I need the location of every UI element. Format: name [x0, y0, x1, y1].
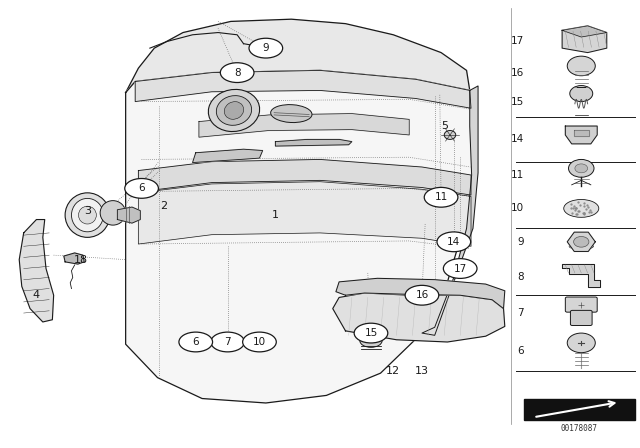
Text: 7: 7 [517, 308, 524, 318]
Text: 6: 6 [138, 183, 145, 194]
Text: 14: 14 [447, 237, 460, 247]
Ellipse shape [209, 90, 260, 132]
Ellipse shape [437, 232, 470, 252]
Text: 17: 17 [511, 36, 524, 47]
Ellipse shape [569, 243, 593, 250]
Polygon shape [524, 399, 636, 420]
Text: 18: 18 [74, 254, 88, 265]
Ellipse shape [72, 198, 103, 232]
Text: 13: 13 [415, 366, 429, 376]
Polygon shape [117, 207, 140, 223]
Ellipse shape [100, 201, 125, 225]
Text: 4: 4 [33, 290, 40, 300]
Text: 10: 10 [511, 203, 524, 213]
Ellipse shape [243, 332, 276, 352]
Ellipse shape [224, 102, 244, 119]
Text: 1: 1 [272, 210, 279, 220]
Polygon shape [336, 278, 505, 309]
Text: 14: 14 [511, 134, 524, 144]
Ellipse shape [444, 258, 477, 278]
Ellipse shape [220, 63, 254, 82]
Text: 15: 15 [511, 97, 524, 107]
FancyBboxPatch shape [570, 310, 592, 326]
Text: 8: 8 [234, 68, 241, 78]
Text: 3: 3 [84, 206, 91, 215]
Ellipse shape [424, 187, 458, 207]
Text: 9: 9 [517, 237, 524, 247]
Text: 16: 16 [511, 68, 524, 78]
Ellipse shape [216, 95, 252, 125]
Ellipse shape [271, 105, 312, 123]
Text: 5: 5 [441, 121, 448, 131]
Polygon shape [135, 70, 471, 108]
Ellipse shape [444, 130, 456, 139]
Polygon shape [199, 114, 409, 137]
Ellipse shape [179, 332, 212, 352]
Polygon shape [562, 264, 600, 287]
Ellipse shape [360, 334, 382, 347]
Polygon shape [333, 293, 505, 342]
Text: 12: 12 [386, 366, 401, 376]
Text: 11: 11 [435, 192, 448, 202]
Text: 7: 7 [224, 337, 231, 347]
Polygon shape [565, 126, 597, 144]
Circle shape [567, 333, 595, 353]
Text: 9: 9 [262, 43, 269, 53]
Ellipse shape [211, 332, 244, 352]
Text: 6: 6 [193, 337, 199, 347]
Ellipse shape [354, 323, 388, 343]
Circle shape [575, 164, 588, 173]
Polygon shape [562, 26, 607, 52]
Text: 6: 6 [517, 346, 524, 356]
Text: 16: 16 [415, 290, 429, 300]
FancyBboxPatch shape [565, 297, 597, 312]
Ellipse shape [249, 38, 283, 58]
Text: 2: 2 [160, 201, 168, 211]
Ellipse shape [564, 199, 599, 217]
Ellipse shape [79, 206, 97, 224]
Polygon shape [138, 182, 471, 246]
Polygon shape [64, 253, 84, 264]
Text: 00178087: 00178087 [561, 424, 598, 433]
Polygon shape [422, 86, 478, 335]
Circle shape [570, 86, 593, 102]
Ellipse shape [405, 285, 439, 305]
Polygon shape [275, 139, 352, 146]
Text: 11: 11 [511, 170, 524, 180]
Circle shape [568, 159, 594, 177]
Polygon shape [125, 19, 470, 93]
Polygon shape [138, 159, 471, 195]
Polygon shape [193, 149, 262, 163]
Polygon shape [573, 129, 589, 136]
Polygon shape [562, 26, 607, 37]
Circle shape [567, 56, 595, 76]
Circle shape [573, 237, 589, 247]
Polygon shape [125, 70, 473, 403]
Ellipse shape [65, 193, 109, 237]
Ellipse shape [125, 178, 159, 198]
Polygon shape [19, 220, 54, 322]
Text: 15: 15 [364, 328, 378, 338]
Text: 10: 10 [253, 337, 266, 347]
Polygon shape [567, 232, 595, 251]
Text: 8: 8 [517, 272, 524, 282]
Text: 17: 17 [454, 263, 467, 274]
